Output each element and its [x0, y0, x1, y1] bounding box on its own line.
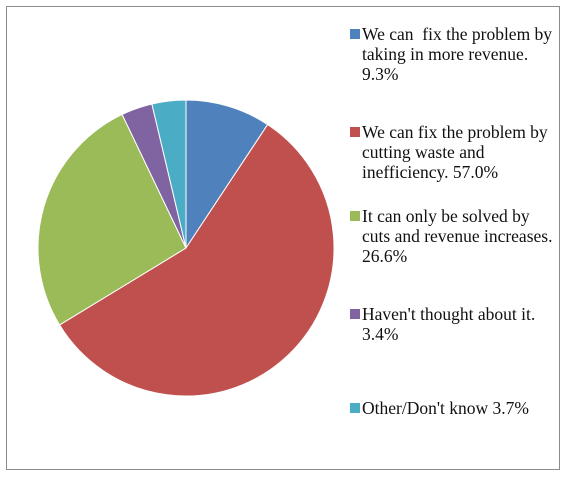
- legend-swatch-cuts-and-revenue: [350, 211, 360, 221]
- pie-slice-cuts-and-revenue: [37, 113, 187, 326]
- pie-slice-cutting-waste: [58, 123, 335, 397]
- legend-item-havent-thought: Haven't thought about it. 3.4%: [350, 304, 560, 344]
- legend-label-cutting-waste: We can fix the problem by cutting waste …: [362, 122, 553, 182]
- legend-label-cuts-and-revenue: It can only be solved by cuts and revenu…: [362, 206, 557, 266]
- legend-label-havent-thought: Haven't thought about it. 3.4%: [362, 304, 540, 344]
- legend-label-revenue: We can fix the problem by taking in more…: [362, 24, 557, 84]
- legend-item-cutting-waste: We can fix the problem by cutting waste …: [350, 122, 560, 182]
- legend-item-other-dont-know: Other/Don't know 3.7%: [350, 398, 560, 418]
- legend-item-revenue: We can fix the problem by taking in more…: [350, 24, 560, 84]
- legend-swatch-other-dont-know: [350, 403, 360, 413]
- legend-item-cuts-and-revenue: It can only be solved by cuts and revenu…: [350, 206, 560, 266]
- legend-swatch-cutting-waste: [350, 127, 360, 137]
- pie-slice-other-dont-know: [151, 99, 187, 249]
- legend-label-other-dont-know: Other/Don't know 3.7%: [362, 398, 529, 418]
- legend-swatch-havent-thought: [350, 309, 360, 319]
- legend-swatch-revenue: [350, 29, 360, 39]
- pie-slice-revenue: [185, 99, 269, 250]
